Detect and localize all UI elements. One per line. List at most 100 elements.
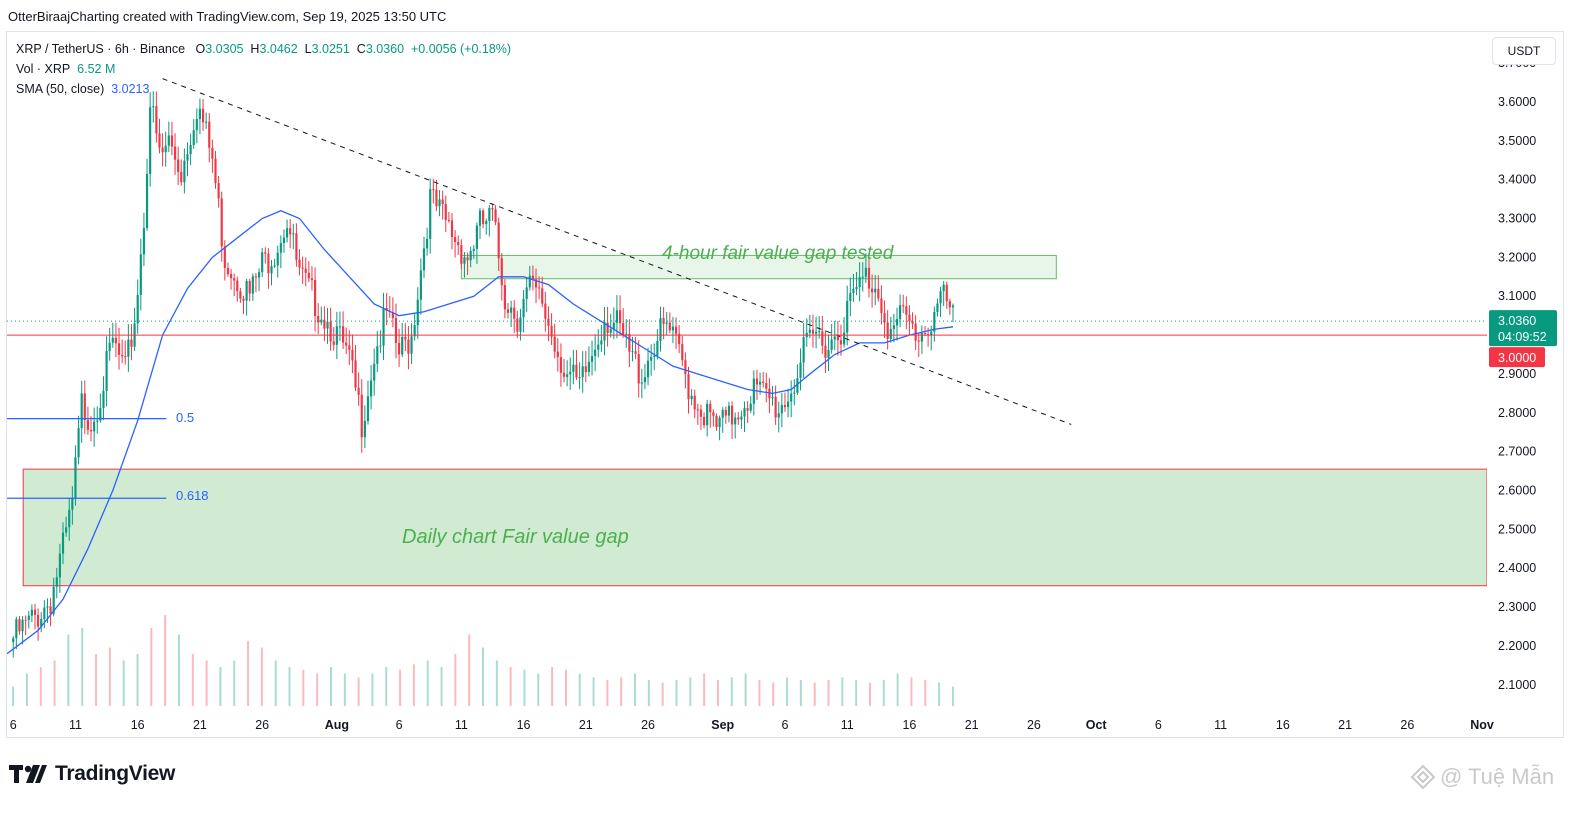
candle-body[interactable] [656,340,659,356]
candle-body[interactable] [65,527,68,533]
candle-body[interactable] [30,609,33,616]
candle-body[interactable] [531,275,534,280]
candle-body[interactable] [267,253,270,274]
candle-body[interactable] [659,318,662,341]
candle-body[interactable] [130,339,133,347]
candle-body[interactable] [105,350,108,391]
candle-body[interactable] [594,349,597,357]
candle-body[interactable] [786,401,790,408]
candle-body[interactable] [684,360,687,375]
candle-body[interactable] [68,509,71,528]
candle-body[interactable] [273,265,276,267]
candle-body[interactable] [251,276,254,294]
descending-trendline[interactable] [162,78,1072,425]
candle-body[interactable] [547,318,550,326]
candle-body[interactable] [572,364,575,372]
candle-body[interactable] [497,222,500,259]
candle-body[interactable] [366,396,370,421]
candle-body[interactable] [628,333,631,352]
candle-body[interactable] [902,305,905,307]
candle-body[interactable] [858,277,861,287]
candle-body[interactable] [379,345,382,347]
candle-body[interactable] [839,340,843,345]
candle-body[interactable] [550,325,553,337]
candle-body[interactable] [177,159,180,172]
candle-body[interactable] [827,349,830,358]
candle-body[interactable] [727,405,731,416]
legend-sma[interactable]: SMA (50, close) 3.0213 [16,82,150,96]
candle-body[interactable] [718,417,721,428]
candle-body[interactable] [186,154,189,161]
candle-body[interactable] [326,321,329,329]
candle-body[interactable] [833,336,836,340]
candle-body[interactable] [650,356,653,361]
candle-body[interactable] [245,280,248,301]
candle-body[interactable] [21,619,24,632]
candle-body[interactable] [706,403,709,426]
candle-body[interactable] [398,342,401,355]
candle-body[interactable] [27,615,30,620]
candle-body[interactable] [429,189,432,239]
candle-body[interactable] [796,378,799,393]
candle-body[interactable] [310,278,314,281]
candle-body[interactable] [295,233,298,260]
candle-body[interactable] [285,228,289,238]
candle-body[interactable] [460,245,463,264]
candle-body[interactable] [376,346,379,364]
candle-body[interactable] [419,270,422,300]
candle-body[interactable] [223,246,226,269]
candle-body[interactable] [93,421,96,432]
legend-volume[interactable]: Vol · XRP 6.52 M [16,62,116,76]
candle-body[interactable] [587,361,591,372]
candle-body[interactable] [127,339,130,357]
candle-body[interactable] [71,497,74,510]
candle-body[interactable] [780,405,783,414]
candle-body[interactable] [528,275,531,288]
candle-body[interactable] [357,387,360,395]
candle-body[interactable] [777,413,780,418]
candle-body[interactable] [422,248,426,271]
candle-body[interactable] [510,307,513,313]
candle-body[interactable] [226,268,230,274]
candle-body[interactable] [198,108,202,120]
candle-body[interactable] [578,377,581,379]
candle-body[interactable] [180,171,183,183]
candle-body[interactable] [618,310,622,324]
candle-body[interactable] [880,298,883,314]
candle-body[interactable] [488,208,491,221]
candle-body[interactable] [338,326,342,328]
sma-50-line[interactable] [7,210,954,655]
candle-body[interactable] [341,326,345,343]
candle-body[interactable] [469,250,472,261]
candle-body[interactable] [77,428,80,458]
candle-body[interactable] [734,417,737,425]
candle-body[interactable] [830,339,833,350]
candle-body[interactable] [799,362,802,379]
candle-body[interactable] [575,364,578,378]
candle-body[interactable] [323,319,326,329]
candle-body[interactable] [755,378,759,385]
candle-body[interactable] [877,288,880,299]
candle-body[interactable] [450,220,454,238]
candle-body[interactable] [454,237,457,242]
candle-body[interactable] [945,284,948,302]
candle-body[interactable] [329,321,332,342]
candle-body[interactable] [270,266,273,274]
candle-body[interactable] [164,145,167,153]
candle-body[interactable] [351,349,354,361]
candle-body[interactable] [927,333,930,335]
candle-body[interactable] [114,337,118,344]
candle-body[interactable] [603,322,606,341]
candle-body[interactable] [155,106,158,134]
candle-body[interactable] [173,146,177,160]
candle-body[interactable] [18,619,21,632]
candle-body[interactable] [503,285,506,310]
candle-body[interactable] [774,396,777,418]
candle-body[interactable] [24,619,27,621]
candle-body[interactable] [435,189,438,207]
candle-body[interactable] [690,395,693,400]
candle-body[interactable] [534,279,538,288]
chart-frame[interactable] [6,31,1564,738]
candle-body[interactable] [824,345,827,358]
